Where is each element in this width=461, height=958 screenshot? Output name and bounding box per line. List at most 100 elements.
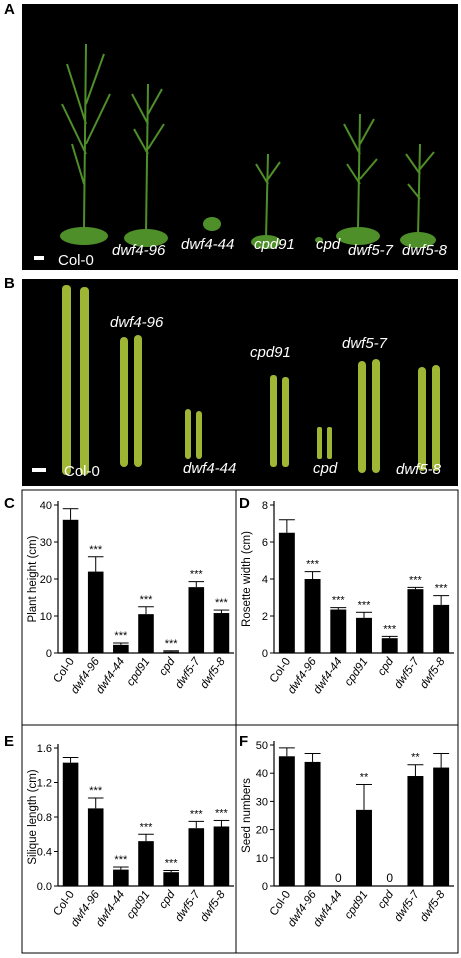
silique-silhouettes — [62, 285, 440, 475]
bar — [278, 532, 295, 653]
bar — [304, 761, 321, 886]
chart-e: E 0.0 0.4 0.8 1.2 1.6 Silique length (cm) Col-0… — [4, 724, 237, 954]
x-tick-label: dwf5-7 — [173, 655, 203, 691]
bar — [213, 613, 230, 653]
bar — [188, 828, 205, 886]
panel-frame — [235, 724, 459, 954]
bar — [278, 756, 295, 886]
y-tick-label: 0 — [262, 881, 268, 893]
panel-label: E — [4, 733, 14, 750]
genotype-label-dwf5-8: dwf5-8 — [402, 242, 448, 259]
y-tick-label: 0 — [46, 648, 52, 660]
bar — [407, 589, 424, 653]
significance-label: *** — [89, 785, 103, 797]
x-tick-label: cpd — [376, 888, 397, 911]
bar — [304, 579, 321, 653]
panel-label-a: A — [4, 1, 15, 18]
significance-label: ** — [360, 771, 369, 783]
silique-label-dwf4-44: dwf4-44 — [183, 460, 237, 477]
silique-label-dwf5-7: dwf5-7 — [342, 335, 388, 352]
silique-label-cpd91: cpd91 — [250, 344, 291, 361]
bar — [62, 762, 79, 886]
bar — [356, 809, 372, 886]
genotype-label-dwf5-7: dwf5-7 — [348, 242, 394, 259]
significance-label: *** — [165, 638, 179, 650]
y-tick-label: 0.4 — [37, 847, 52, 859]
bar — [87, 808, 104, 886]
y-tick-label: 20 — [40, 574, 52, 586]
y-tick-label: 6 — [262, 537, 268, 549]
x-tick-label: dwf5-8 — [198, 888, 228, 924]
silique-photo — [22, 279, 458, 486]
y-tick-label: 10 — [256, 853, 268, 865]
genotype-label-cpd: cpd — [316, 236, 341, 253]
panel-label: C — [4, 495, 15, 512]
x-tick-label: cpd91 — [125, 656, 153, 689]
x-tick-label: cpd — [157, 655, 178, 678]
bar — [138, 614, 154, 653]
y-tick-label: 0.8 — [37, 812, 52, 824]
bar — [433, 767, 450, 886]
significance-label: 0 — [335, 871, 342, 885]
y-tick-label: 20 — [256, 825, 268, 837]
significance-label: *** — [140, 594, 154, 606]
significance-label: *** — [409, 574, 423, 586]
y-tick-label: 4 — [262, 574, 268, 586]
x-tick-label: dwf5-8 — [418, 655, 448, 691]
x-tick-label: Col-0 — [268, 656, 294, 685]
panel-label-b: B — [4, 275, 15, 292]
significance-label: *** — [383, 623, 397, 635]
genotype-label-cpd91: cpd91 — [254, 236, 295, 253]
y-tick-label: 0.0 — [37, 881, 52, 893]
silique-label-col0: Col-0 — [64, 463, 100, 480]
significance-label: *** — [215, 597, 229, 609]
panel-label: F — [239, 733, 248, 750]
significance-label: *** — [114, 854, 128, 866]
y-tick-label: 30 — [40, 537, 52, 549]
y-tick-label: 50 — [256, 740, 268, 752]
y-tick-label: 10 — [40, 611, 52, 623]
y-tick-label: 1.2 — [37, 778, 52, 790]
bar — [113, 869, 129, 886]
x-tick-label: dwf5-7 — [392, 655, 422, 691]
x-tick-label: dwf5-8 — [198, 655, 228, 691]
significance-label: *** — [190, 808, 204, 820]
significance-label: *** — [435, 583, 449, 595]
y-tick-label: 2 — [262, 611, 268, 623]
y-axis-label: Plant height (cm) — [27, 535, 39, 622]
genotype-label-dwf4-44: dwf4-44 — [181, 236, 235, 253]
x-tick-label: Col-0 — [51, 656, 77, 685]
y-tick-label: 8 — [262, 500, 268, 512]
x-tick-label: cpd91 — [343, 889, 371, 922]
bar — [87, 571, 104, 653]
bar — [407, 776, 424, 886]
significance-label: *** — [215, 807, 229, 819]
bar — [113, 644, 129, 653]
x-tick-label: Col-0 — [268, 889, 294, 918]
significance-label: 0 — [386, 871, 393, 885]
bar — [356, 617, 372, 653]
significance-label: *** — [358, 599, 372, 611]
y-axis-label: Seed numbers — [241, 778, 253, 853]
plant-silhouettes — [60, 43, 436, 249]
x-tick-label: cpd91 — [343, 656, 371, 689]
bar — [381, 638, 398, 653]
x-tick-label: cpd — [376, 655, 397, 678]
significance-label: *** — [114, 630, 128, 642]
silique-label-dwf4-96: dwf4-96 — [110, 314, 164, 331]
y-tick-label: 0 — [262, 648, 268, 660]
y-axis-label: Rosette width (cm) — [241, 531, 253, 627]
bar — [330, 609, 347, 653]
y-axis-label: Silique length (cm) — [27, 769, 39, 864]
panel-label: D — [239, 495, 250, 512]
significance-label: ** — [411, 752, 420, 764]
x-tick-label: dwf5-7 — [392, 888, 422, 924]
significance-label: *** — [165, 857, 179, 869]
bar — [163, 872, 179, 886]
silique-label-dwf5-8: dwf5-8 — [396, 461, 442, 478]
bar — [213, 826, 230, 886]
